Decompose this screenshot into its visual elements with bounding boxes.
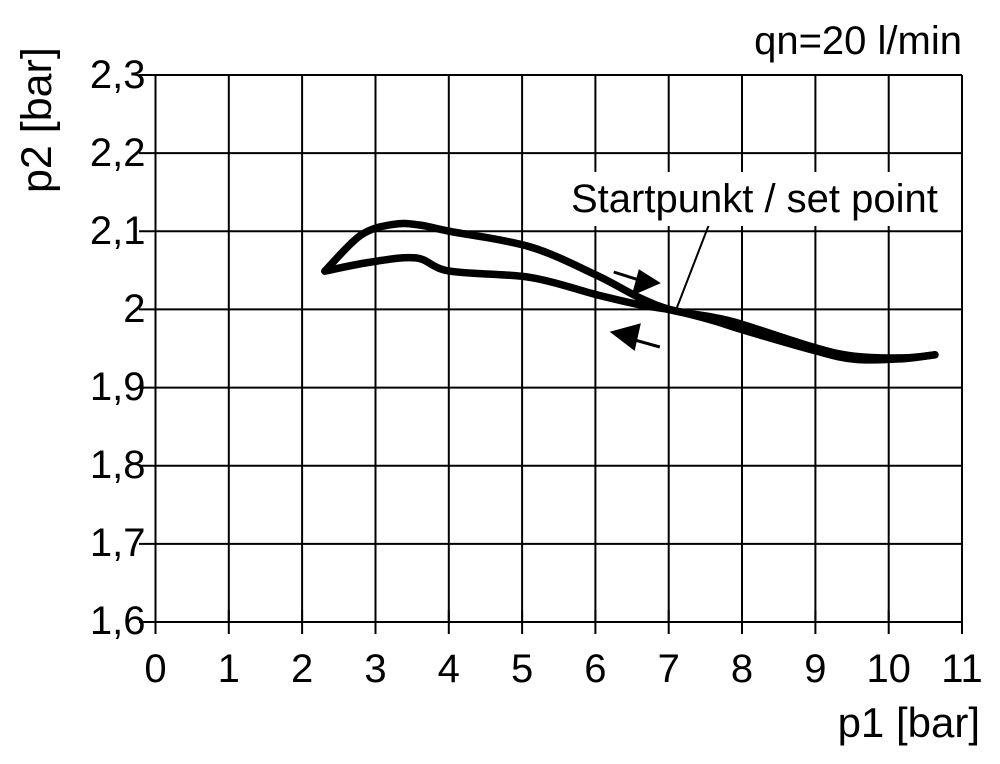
svg-text:1,8: 1,8 xyxy=(90,443,146,487)
svg-text:4: 4 xyxy=(438,647,460,691)
svg-text:0: 0 xyxy=(144,647,166,691)
svg-text:p2 [bar]: p2 [bar] xyxy=(13,47,61,193)
svg-text:Startpunkt / set point: Startpunkt / set point xyxy=(571,177,938,221)
svg-text:2,1: 2,1 xyxy=(90,209,146,253)
svg-text:7: 7 xyxy=(658,647,680,691)
svg-text:2: 2 xyxy=(291,647,313,691)
svg-text:9: 9 xyxy=(804,647,826,691)
svg-text:10: 10 xyxy=(866,647,911,691)
svg-text:1: 1 xyxy=(218,647,240,691)
svg-text:11: 11 xyxy=(941,647,983,691)
svg-text:1,6: 1,6 xyxy=(90,599,146,643)
svg-text:1,7: 1,7 xyxy=(90,521,146,565)
svg-text:qn=20 l/min: qn=20 l/min xyxy=(754,19,962,63)
svg-text:2,2: 2,2 xyxy=(90,131,146,175)
svg-text:2,3: 2,3 xyxy=(90,53,146,97)
svg-text:6: 6 xyxy=(584,647,606,691)
svg-text:2: 2 xyxy=(123,287,145,331)
svg-text:8: 8 xyxy=(731,647,753,691)
svg-text:5: 5 xyxy=(511,647,533,691)
svg-text:p1 [bar]: p1 [bar] xyxy=(838,699,980,746)
svg-text:1,9: 1,9 xyxy=(90,365,146,409)
svg-text:3: 3 xyxy=(364,647,386,691)
